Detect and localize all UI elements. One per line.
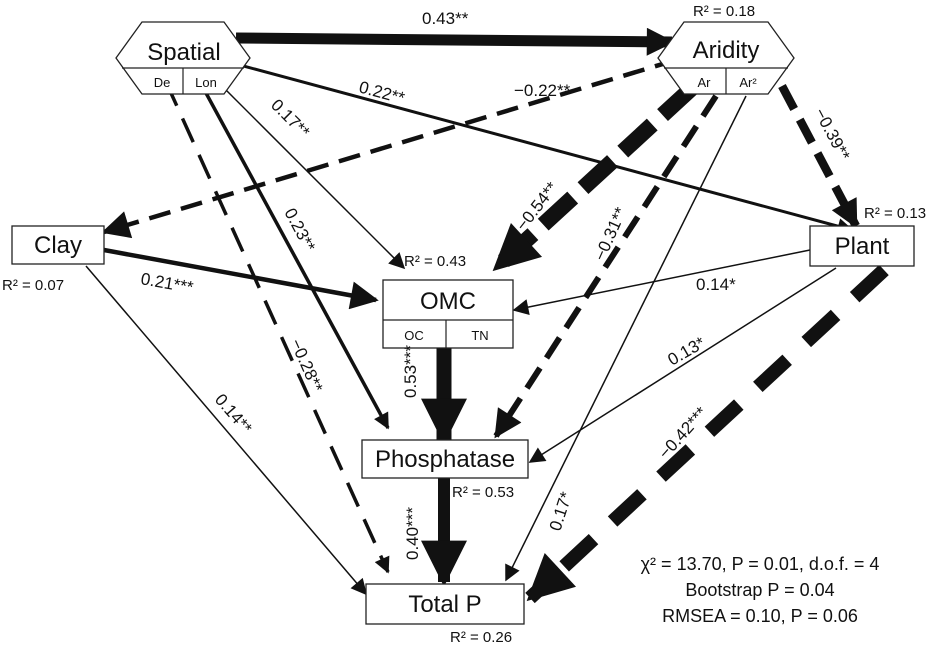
phosphatase-label: Phosphatase xyxy=(375,446,515,473)
path-aridity-plant xyxy=(778,84,860,229)
path-aridity-totalp xyxy=(505,95,747,582)
coef-aridity-clay: −0.22** xyxy=(514,81,571,100)
total-p-r2: R² = 0.26 xyxy=(450,629,512,646)
coef-clay-totalp: 0.14** xyxy=(211,390,256,438)
omc-label: OMC xyxy=(420,288,476,315)
path-spatial-totalp xyxy=(164,81,390,574)
fit-stat-chi-square: χ² = 13.70, P = 0.01, d.o.f. = 4 xyxy=(641,554,880,574)
path-aridity-omc xyxy=(490,82,698,274)
clay-label: Clay xyxy=(34,232,82,259)
clay-r2: R² = 0.07 xyxy=(2,277,64,294)
path-clay-totalp xyxy=(85,265,368,596)
path-spatial-aridity xyxy=(235,27,675,56)
coef-spatial-totalp: −0.28** xyxy=(286,336,326,395)
coef-spatial-omc: 0.17** xyxy=(267,95,313,141)
omc-sub-oc: OC xyxy=(404,328,424,343)
spatial-label: Spatial xyxy=(147,39,220,66)
total-p-label: Total P xyxy=(408,591,481,618)
path-aridity-clay xyxy=(101,57,677,239)
coef-omc-phosphatase: 0.53*** xyxy=(401,345,420,398)
aridity-sub-ar: Ar xyxy=(698,75,712,90)
coef-clay-omc: 0.21*** xyxy=(139,269,195,297)
plant-r2: R² = 0.13 xyxy=(864,205,926,222)
spatial-sub-de: De xyxy=(154,75,171,90)
coef-spatial-aridity: 0.43** xyxy=(422,9,469,28)
fit-statistics: χ² = 13.70, P = 0.01, d.o.f. = 4 Bootstr… xyxy=(641,554,880,626)
node-plant: Plant R² = 0.13 xyxy=(809,205,926,267)
coef-aridity-totalp: 0.17* xyxy=(546,489,576,533)
aridity-r2: R² = 0.18 xyxy=(693,3,755,20)
path-plant-phosphatase xyxy=(528,267,837,463)
path-clay-omc xyxy=(103,247,379,310)
node-total-p: Total P R² = 0.26 xyxy=(365,583,525,646)
omc-r2: R² = 0.43 xyxy=(404,253,466,270)
path-spatial-plant xyxy=(235,62,854,234)
aridity-sub-ar2: Ar² xyxy=(739,75,757,90)
fit-stat-rmsea: RMSEA = 0.10, P = 0.06 xyxy=(662,606,858,626)
coef-plant-omc: 0.14* xyxy=(696,275,736,294)
spatial-sub-lon: Lon xyxy=(195,75,217,90)
phosphatase-r2: R² = 0.53 xyxy=(452,484,514,501)
coef-spatial-phosphatase: 0.23** xyxy=(280,205,319,255)
node-clay: Clay R² = 0.07 xyxy=(2,225,105,294)
path-spatial-phosphatase xyxy=(198,81,390,430)
path-spatial-omc xyxy=(215,79,406,270)
fit-stat-bootstrap: Bootstrap P = 0.04 xyxy=(685,580,834,600)
node-omc: OMC OC TN R² = 0.43 xyxy=(382,253,514,349)
path-aridity-phosphatase xyxy=(493,94,719,439)
path-plant-totalp xyxy=(525,264,889,604)
coef-plant-phosphatase: 0.13* xyxy=(665,333,709,369)
plant-label: Plant xyxy=(835,233,890,260)
node-phosphatase: Phosphatase R² = 0.53 xyxy=(361,439,529,501)
coef-phosphatase-totalp: 0.40*** xyxy=(403,507,422,560)
node-spatial: Spatial De Lon xyxy=(115,21,251,95)
omc-sub-tn: TN xyxy=(471,328,488,343)
node-aridity: Aridity Ar Ar² R² = 0.18 xyxy=(657,3,795,95)
aridity-label: Aridity xyxy=(693,37,760,64)
path-plant-omc xyxy=(512,249,811,315)
